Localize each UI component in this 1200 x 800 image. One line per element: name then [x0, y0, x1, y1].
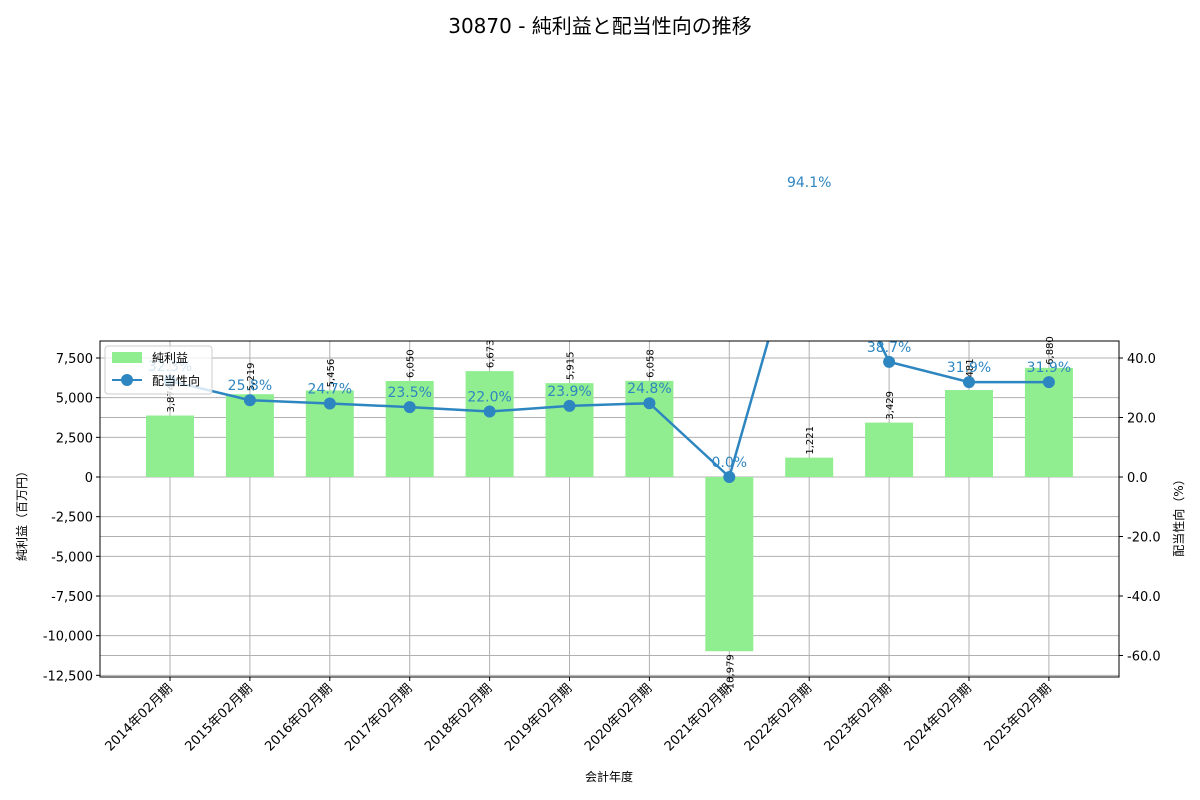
legend: 純利益 配当性向 — [104, 345, 213, 395]
right-axis: -60.0 -40.0 -20.0 0.0 20.0 40.0 — [1119, 352, 1161, 665]
bar-value-label: 6,880 — [1045, 336, 1056, 365]
line-marker — [403, 401, 416, 414]
line-marker — [803, 191, 815, 203]
payout-ratio-label: 24.8% — [627, 381, 671, 397]
y-right-tick-label: -20.0 — [1127, 531, 1161, 546]
bar — [385, 381, 434, 477]
bar — [705, 477, 754, 652]
bar-value-label: 3,874 — [166, 384, 177, 413]
x-tick-label: 2018年02月期 — [422, 681, 495, 754]
x-tick-label: 2023年02月期 — [822, 681, 895, 754]
x-tick-label: 2015年02月期 — [182, 681, 255, 754]
bar — [545, 383, 594, 477]
payout-ratio-label: 31.9% — [1027, 360, 1071, 376]
payout-ratio-label: 25.8% — [228, 378, 272, 394]
y-tick-label: -2,500 — [51, 511, 93, 526]
bar-value-label: 6,050 — [406, 349, 417, 378]
bar — [945, 390, 993, 477]
line-marker — [963, 376, 975, 389]
bar-value-label: -10,979 — [725, 654, 736, 693]
bar-value-label: 1,221 — [805, 426, 816, 455]
payout-ratio-label: 0.0% — [712, 455, 748, 471]
line-marker — [563, 399, 576, 412]
legend-line-marker — [121, 374, 133, 386]
payout-ratio-label: 22.0% — [467, 390, 511, 406]
bar — [625, 380, 674, 477]
y-tick-label: -10,000 — [43, 630, 93, 645]
line-marker — [243, 394, 256, 407]
payout-ratio-label: 24.7% — [308, 382, 352, 398]
bar — [785, 457, 834, 477]
payout-ratio-label: 23.9% — [547, 384, 591, 400]
bar-value-label: 5,219 — [246, 363, 257, 392]
x-tick-label: 2025年02月期 — [981, 681, 1054, 754]
x-axis: 2014年02月期 2015年02月期 2016年02月期 2017年02月期 2018… — [103, 677, 1055, 755]
bar-value-label: 5,481 — [965, 358, 976, 387]
legend-bar-swatch — [112, 352, 142, 363]
y-tick-label: -12,500 — [43, 669, 93, 684]
y-right-tick-label: -60.0 — [1127, 650, 1161, 665]
y-right-tick-label: -40.0 — [1127, 590, 1161, 605]
bar-value-label: 5,456 — [326, 359, 337, 388]
bar-series: 3,874 5,219 5,456 6,050 6,673 5,915 6,058 -10,9… — [146, 336, 1073, 693]
y-right-tick-label: 0.0 — [1127, 471, 1148, 486]
y-axis-label: 純利益（百万円） — [15, 465, 29, 561]
y-tick-label: 0 — [85, 471, 93, 486]
y-tick-label: -5,000 — [51, 550, 93, 565]
y-tick-label: 5,000 — [56, 392, 93, 407]
y-tick-label: 7,500 — [56, 352, 93, 367]
line-series: 32.3%25.8%24.7%23.5%22.0%23.9%24.8%0.0%9… — [148, 175, 1071, 483]
y-tick-label: -7,500 — [51, 590, 93, 605]
bar-value-label: 5,915 — [566, 352, 577, 381]
line-marker — [883, 355, 896, 368]
x-tick-label: 2019年02月期 — [502, 681, 575, 754]
left-axis: -12,500 -10,000 -7,500 -5,000 -2,500 0 2,500 5,… — [43, 352, 100, 684]
y-right-tick-label: 20.0 — [1127, 412, 1156, 427]
line-marker — [723, 471, 736, 483]
x-tick-label: 2022年02月期 — [742, 681, 815, 754]
bar — [146, 415, 194, 477]
y-axis-right-label: 配当性向（%） — [1171, 473, 1186, 556]
x-tick-label: 2017年02月期 — [342, 681, 415, 754]
bar — [865, 422, 914, 477]
legend-label-net-income: 純利益 — [152, 351, 188, 365]
line-marker — [483, 405, 496, 418]
x-tick-label: 2021年02月期 — [662, 681, 735, 754]
line-marker — [323, 397, 336, 410]
bar-value-label: 6,673 — [486, 339, 497, 368]
line-marker — [1042, 376, 1055, 389]
x-axis-label: 会計年度 — [585, 769, 633, 784]
payout-ratio-label: 94.1% — [787, 175, 831, 191]
x-tick-label: 2024年02月期 — [902, 681, 975, 754]
bar-value-label: 3,429 — [885, 391, 896, 420]
plot-frame — [99, 340, 1120, 678]
bar — [225, 394, 274, 477]
y-tick-label: 2,500 — [56, 431, 93, 446]
bar-value-label: 6,058 — [645, 349, 656, 378]
y-right-tick-label: 40.0 — [1127, 352, 1156, 367]
line-marker — [643, 397, 656, 410]
x-tick-label: 2016年02月期 — [262, 681, 335, 754]
payout-ratio-label: 38.7% — [867, 340, 911, 356]
chart-title: 30870 - 純利益と配当性向の推移 — [448, 14, 752, 38]
bar — [465, 371, 514, 477]
payout-ratio-label: 31.9% — [947, 360, 991, 376]
x-tick-label: 2014年02月期 — [103, 681, 176, 754]
x-tick-label: 2020年02月期 — [582, 681, 655, 754]
legend-label-payout-ratio: 配当性向 — [152, 373, 200, 388]
payout-ratio-label: 23.5% — [387, 385, 431, 401]
